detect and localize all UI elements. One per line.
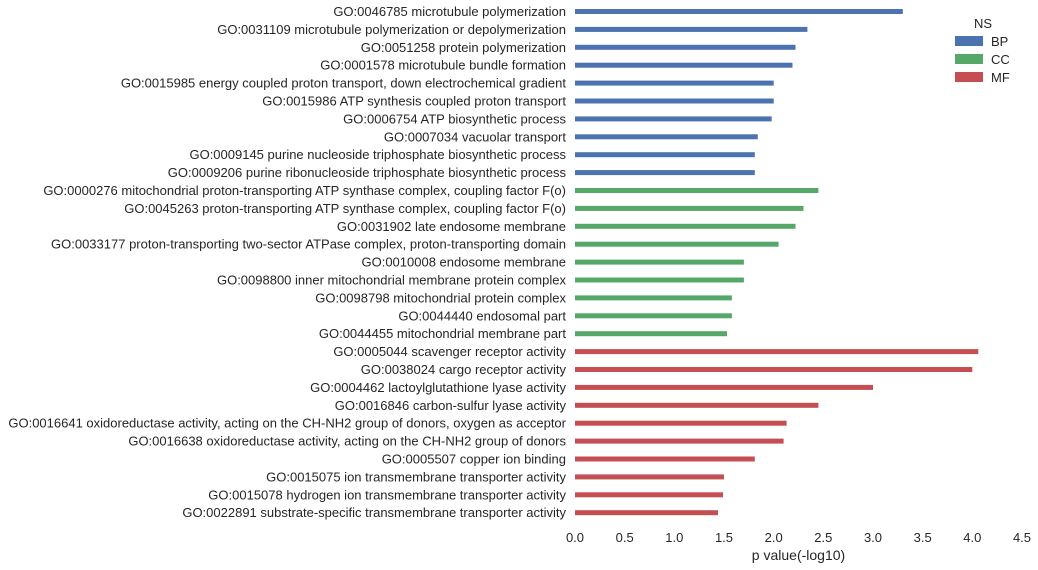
bar-cc <box>575 313 732 319</box>
bar-mf <box>575 474 724 480</box>
bar-cc <box>575 223 796 229</box>
bar-mf <box>575 367 973 372</box>
bar-mf <box>575 438 784 444</box>
bar-bp <box>575 9 903 14</box>
x-tick-label: 0.5 <box>616 530 634 545</box>
bar-bp <box>575 98 774 104</box>
category-label: GO:0098800 inner mitochondrial membrane … <box>217 273 567 288</box>
category-label: GO:0022891 substrate-specific transmembr… <box>182 505 566 520</box>
x-tick-label: 1.0 <box>665 530 683 545</box>
bar-mf <box>575 384 873 390</box>
bar-bp <box>575 62 793 68</box>
category-label: GO:0007034 vacuolar transport <box>384 129 566 144</box>
x-axis-title: p value(-log10) <box>752 547 845 563</box>
category-labels-group: GO:0046785 microtubule polymerization GO:… <box>8 4 566 520</box>
bars-group <box>575 9 979 516</box>
bar-mf <box>575 349 979 355</box>
bar-cc <box>575 205 804 211</box>
category-label: GO:0045263 proton-transporting ATP synth… <box>124 201 566 216</box>
category-label: GO:0016638 oxidoreductase activity, acti… <box>128 434 566 449</box>
x-axis-ticks-group: 0.0 0.5 1.0 1.5 2.0 2.5 3.0 3.5 4.0 4.5 <box>566 530 1031 545</box>
legend-swatch-bp <box>955 36 983 46</box>
legend: NS BP CC MF <box>955 16 1010 85</box>
bar-mf <box>575 420 787 426</box>
category-label: GO:0001578 microtubule bundle formation <box>320 58 566 73</box>
bar-mf <box>575 510 718 516</box>
bar-cc <box>575 241 779 247</box>
category-label: GO:0098798 mitochondrial protein complex <box>315 290 566 305</box>
bar-bp <box>575 152 755 158</box>
x-tick-label: 1.5 <box>715 530 733 545</box>
category-label: GO:0033177 proton-transporting two-secto… <box>51 237 566 252</box>
bar-bp <box>575 170 755 176</box>
category-label: GO:0005044 scavenger receptor activity <box>333 344 566 359</box>
category-label: GO:0015986 ATP synthesis coupled proton … <box>262 94 566 109</box>
category-label: GO:0031109 microtubule polymerization or… <box>217 22 566 37</box>
legend-title: NS <box>974 16 992 31</box>
x-tick-label: 2.5 <box>814 530 832 545</box>
x-tick-label: 3.0 <box>864 530 882 545</box>
category-label: GO:0010008 endosome membrane <box>361 255 566 270</box>
x-tick-label: 4.0 <box>963 530 981 545</box>
bar-cc <box>575 188 819 193</box>
category-label: GO:0006754 ATP biosynthetic process <box>343 111 566 126</box>
bar-mf <box>575 402 819 408</box>
bar-mf <box>575 456 755 462</box>
bar-cc <box>575 277 744 283</box>
category-label: GO:0015075 ion transmembrane transporter… <box>266 469 566 484</box>
category-label: GO:0051258 protein polymerization <box>361 40 566 55</box>
bar-bp <box>575 116 772 122</box>
legend-swatch-mf <box>955 72 983 82</box>
bar-mf <box>575 492 723 498</box>
legend-swatch-cc <box>955 54 983 64</box>
category-label: GO:0046785 microtubule polymerization <box>333 4 566 19</box>
bar-bp <box>575 26 808 32</box>
x-tick-label: 0.0 <box>566 530 584 545</box>
x-tick-label: 2.0 <box>765 530 783 545</box>
legend-label-mf: MF <box>991 70 1010 85</box>
category-label: GO:0016641 oxidoreductase activity, acti… <box>8 416 566 431</box>
bar-bp <box>575 44 796 50</box>
category-label: GO:0044440 endosomal part <box>398 308 566 323</box>
category-label: GO:0005507 copper ion binding <box>382 452 566 467</box>
category-label: GO:0038024 cargo receptor activity <box>361 362 567 377</box>
bar-cc <box>575 295 732 301</box>
category-label: GO:0031902 late endosome membrane <box>337 219 566 234</box>
bar-cc <box>575 331 727 337</box>
category-label: GO:0044455 mitochondrial membrane part <box>319 326 567 341</box>
bar-bp <box>575 80 774 86</box>
category-label: GO:0015078 hydrogen ion transmembrane tr… <box>208 487 566 502</box>
category-label: GO:0004462 lactoylglutathione lyase acti… <box>310 380 566 395</box>
bar-bp <box>575 134 758 140</box>
category-label: GO:0009145 purine nucleoside triphosphat… <box>189 147 566 162</box>
legend-label-bp: BP <box>991 34 1008 49</box>
x-tick-label: 4.5 <box>1013 530 1031 545</box>
bar-cc <box>575 259 744 265</box>
category-label: GO:0015985 energy coupled proton transpo… <box>121 76 567 91</box>
category-label: GO:0016846 carbon-sulfur lyase activity <box>335 398 567 413</box>
category-label: GO:0000276 mitochondrial proton-transpor… <box>43 183 566 198</box>
category-label: GO:0009206 purine ribonucleoside triphos… <box>168 165 567 180</box>
legend-label-cc: CC <box>991 52 1010 67</box>
x-tick-label: 3.5 <box>914 530 932 545</box>
